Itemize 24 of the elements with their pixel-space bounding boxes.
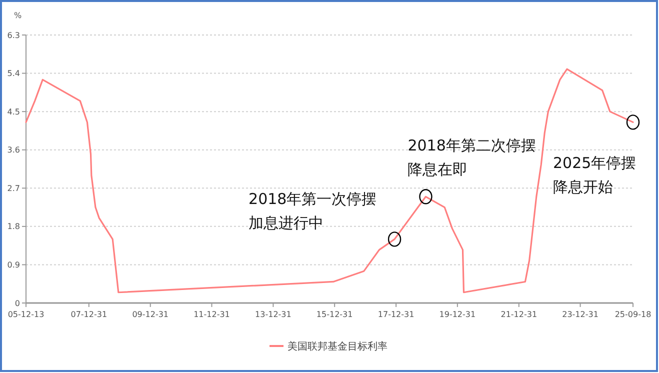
x-tick-label: 09-12-31 <box>132 310 169 319</box>
y-tick-label: 1.8 <box>7 222 20 232</box>
annotation: 2018年第一次停摆加息进行中 <box>248 190 377 232</box>
x-tick-label: 13-12-31 <box>255 310 292 319</box>
y-tick-label: 0 <box>14 298 20 308</box>
annotation: 2025年停摆降息开始 <box>553 154 636 196</box>
y-tick-label: 2.7 <box>7 184 20 193</box>
y-tick-label: 4.5 <box>7 107 20 116</box>
x-tick-label: 07-12-31 <box>70 310 108 319</box>
x-tick-label: 19-12-31 <box>439 310 476 319</box>
y-axis-title: % <box>14 11 22 20</box>
x-tick-label: 25-09-18 <box>614 310 652 319</box>
y-tick-label: 0.9 <box>7 260 20 270</box>
x-tick-label: 21-12-31 <box>500 310 538 319</box>
annotation: 2018年第二次停摆降息在即 <box>408 136 536 179</box>
x-tick-label: 05-12-13 <box>8 310 44 319</box>
x-tick-label: 11-12-31 <box>194 310 230 319</box>
y-tick-label: 3.6 <box>7 146 20 155</box>
x-tick-label: 15-12-31 <box>316 310 353 319</box>
y-tick-label: 6.3 <box>7 30 20 40</box>
x-tick-label: 23-12-31 <box>562 310 598 319</box>
y-tick-label: 5.4 <box>7 69 20 78</box>
legend-label: 美国联邦基金目标利率 <box>288 340 388 352</box>
x-tick-label: 17-12-31 <box>378 310 414 319</box>
